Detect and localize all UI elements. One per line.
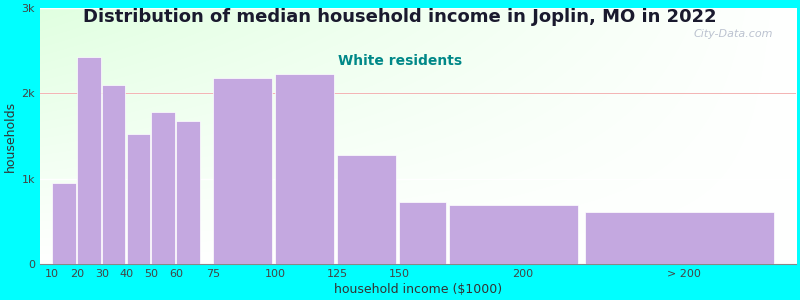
Text: White residents: White residents [338, 54, 462, 68]
Bar [275, 74, 334, 264]
Bar [214, 78, 272, 264]
Text: City-Data.com: City-Data.com [694, 28, 773, 39]
Bar [585, 212, 774, 264]
Bar [176, 121, 200, 264]
Bar [449, 205, 578, 264]
Bar [126, 134, 150, 264]
Y-axis label: households: households [4, 100, 17, 172]
X-axis label: household income ($1000): household income ($1000) [334, 283, 502, 296]
Bar [151, 112, 175, 264]
Bar [399, 202, 446, 264]
Text: Distribution of median household income in Joplin, MO in 2022: Distribution of median household income … [83, 8, 717, 26]
Bar [52, 183, 76, 264]
Bar [77, 57, 101, 264]
Bar [338, 155, 396, 264]
Bar [102, 85, 126, 264]
